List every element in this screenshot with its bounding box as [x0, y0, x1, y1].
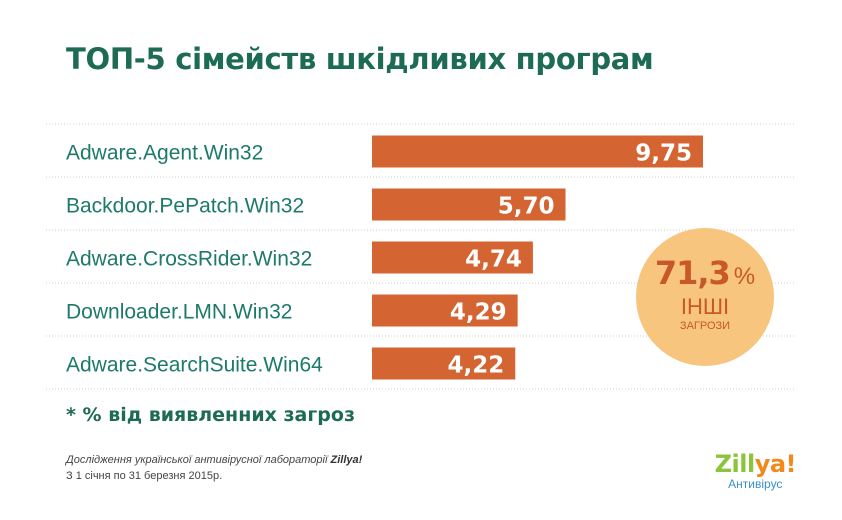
bar	[372, 135, 703, 168]
badge-value-line: 71,3%	[636, 254, 774, 292]
credits: Дослідження української антивірусної лаб…	[66, 452, 362, 484]
bar-value-label: 4,74	[465, 247, 522, 273]
badge-value: 71,3	[654, 254, 731, 292]
bar-value-label: 4,22	[448, 353, 505, 379]
zillya-logo: Zillya! Антивірус	[714, 450, 797, 491]
category-label: Downloader.LMN.Win32	[66, 301, 292, 324]
credits-line-1: Дослідження української антивірусної лаб…	[66, 452, 362, 468]
bar-value-label: 5,70	[498, 194, 555, 220]
badge-unit: %	[733, 263, 756, 290]
other-threats-badge: 71,3% ІНШІ ЗАГРОЗИ	[636, 228, 774, 366]
bar	[372, 347, 516, 380]
credits-line-2: З 1 січня по 31 березня 2015р.	[66, 470, 223, 482]
logo-part-1: Zill	[714, 450, 756, 478]
category-label: Backdoor.PePatch.Win32	[66, 195, 304, 218]
bar	[372, 241, 533, 274]
category-label: Adware.SearchSuite.Win64	[66, 354, 323, 377]
bar	[372, 294, 518, 327]
bar	[372, 188, 566, 221]
logo-wordmark: Zillya!	[714, 450, 797, 478]
badge-label-threats: ЗАГРОЗИ	[679, 320, 731, 332]
logo-part-2: ya!	[754, 450, 797, 478]
badge-label-others: ІНШІ	[680, 294, 730, 319]
footnote: * % від виявленних загроз	[66, 404, 355, 426]
logo-subtitle: Антивірус	[728, 477, 783, 491]
bar-value-label: 4,29	[450, 300, 507, 326]
bar-value-label: 9,75	[635, 141, 692, 167]
credits-brand: Zillya!	[330, 454, 363, 466]
category-label: Adware.CrossRider.Win32	[66, 248, 312, 271]
credits-prefix: Дослідження української антивірусної лаб…	[66, 454, 328, 466]
chart-title: ТОП-5 сімейств шкідливих програм	[66, 42, 654, 76]
category-label: Adware.Agent.Win32	[66, 142, 263, 165]
